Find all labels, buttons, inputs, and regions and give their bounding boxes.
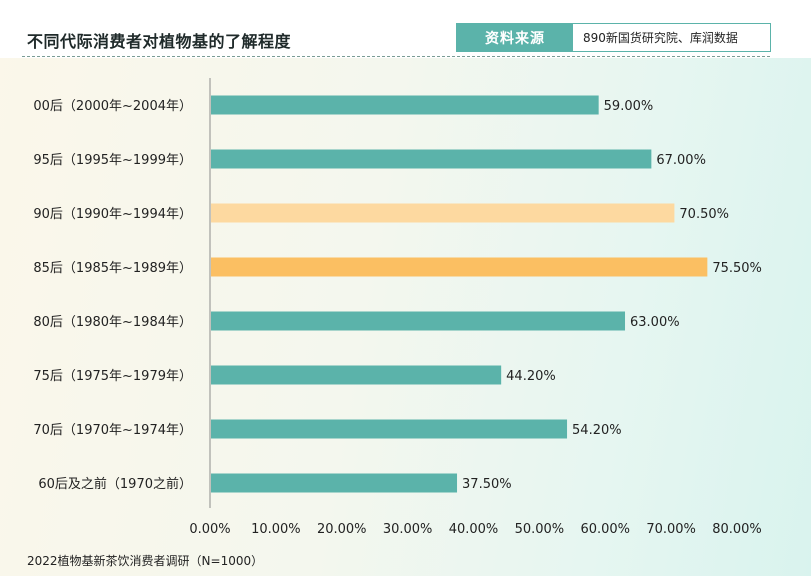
bar — [211, 473, 458, 493]
header-divider — [22, 56, 770, 57]
x-tick-label: 30.00% — [383, 522, 433, 537]
value-label: 59.00% — [604, 99, 654, 114]
bar — [211, 365, 502, 385]
bar — [211, 419, 568, 439]
value-label: 44.20% — [506, 369, 556, 384]
source-box: 资料来源 890新国货研究院、库润数据 — [456, 23, 771, 52]
bar — [211, 257, 708, 277]
category-label: 60后及之前（1970之前） — [38, 476, 192, 492]
category-label: 95后（1995年~1999年） — [33, 153, 192, 168]
source-text: 890新国货研究院、库润数据 — [583, 31, 738, 45]
value-label: 75.50% — [712, 261, 762, 276]
value-label: 37.50% — [462, 477, 512, 492]
value-label: 54.20% — [572, 423, 622, 438]
bar — [211, 203, 675, 223]
source-label: 资料来源 — [457, 24, 573, 51]
category-label: 85后（1985年~1989年） — [33, 261, 192, 276]
header: 不同代际消费者对植物基的了解程度 资料来源 890新国货研究院、库润数据 — [0, 0, 811, 58]
category-label: 70后（1970年~1974年） — [33, 423, 192, 438]
bar — [211, 95, 599, 115]
x-tick-label: 0.00% — [189, 522, 230, 537]
chart-title: 不同代际消费者对植物基的了解程度 — [27, 32, 292, 51]
x-tick-label: 80.00% — [712, 522, 762, 537]
value-label: 70.50% — [679, 207, 729, 222]
x-tick-label: 40.00% — [449, 522, 499, 537]
category-label: 75后（1975年~1979年） — [33, 369, 192, 384]
footnote: 2022植物基新茶饮消费者调研（N=1000） — [27, 554, 264, 568]
x-tick-label: 70.00% — [646, 522, 696, 537]
x-tick-label: 50.00% — [515, 522, 565, 537]
bar — [211, 149, 652, 169]
category-label: 80后（1980年~1984年） — [33, 315, 192, 330]
category-label: 00后（2000年~2004年） — [33, 99, 192, 114]
value-label: 67.00% — [656, 153, 706, 168]
value-label: 63.00% — [630, 315, 680, 330]
x-tick-label: 60.00% — [580, 522, 630, 537]
bar — [211, 311, 626, 331]
x-tick-label: 10.00% — [251, 522, 301, 537]
category-label: 90后（1990年~1994年） — [33, 207, 192, 222]
x-tick-label: 20.00% — [317, 522, 367, 537]
